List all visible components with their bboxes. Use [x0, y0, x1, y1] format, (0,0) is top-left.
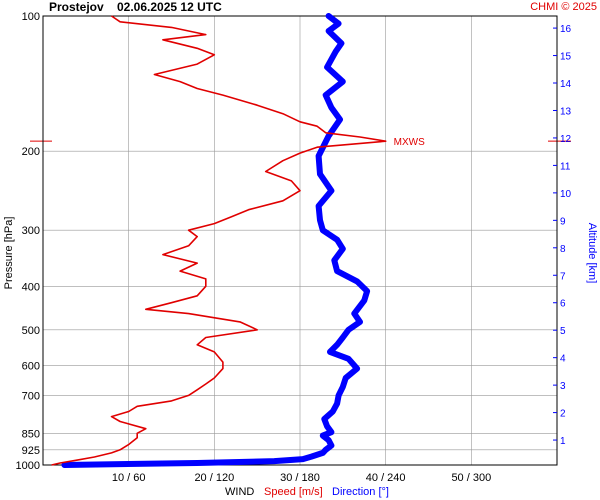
x-tick-label: 10 / 60 [112, 472, 146, 484]
x-tick-label: 40 / 240 [366, 472, 406, 484]
grid-layer [30, 16, 571, 465]
pressure-tick-label: 850 [22, 428, 40, 440]
pressure-tick-label: 925 [22, 445, 40, 457]
altitude-tick-label: 2 [560, 409, 566, 420]
altitude-tick-label: 9 [560, 216, 566, 227]
altitude-tick-label: 4 [560, 354, 566, 365]
altitude-tick-label: 3 [560, 381, 566, 392]
series-layer: MXWS [51, 13, 425, 468]
pressure-tick-label: 500 [22, 325, 40, 337]
speed-series-line [51, 15, 387, 466]
altitude-tick-label: 7 [560, 271, 566, 282]
station-name: Prostejov [49, 0, 104, 14]
plot-frame [42, 15, 558, 466]
bottom-axis-direction-label: Direction [°] [332, 486, 389, 498]
altitude-tick-label: 6 [560, 299, 566, 310]
x-tick-label: 20 / 120 [194, 472, 234, 484]
altitude-tick-label: 10 [560, 189, 572, 200]
ticks-layer: 10 / 60 20 / 120 30 / 180 40 / 240 50 / 300 1… [16, 11, 572, 484]
altitude-tick-label: 12 [560, 134, 572, 145]
pressure-tick-label: 1000 [16, 460, 40, 472]
altitude-tick-label: 5 [560, 326, 566, 337]
copyright-label: CHMI © 2025 [530, 1, 597, 13]
pressure-tick-label: 700 [22, 390, 40, 402]
observation-datetime: 02.06.2025 12 UTC [117, 0, 222, 14]
altitude-tick-label: 14 [560, 79, 572, 90]
max-wind-annotation: MXWS [394, 137, 425, 148]
direction-series-line [61, 13, 371, 468]
right-axis-title: Altitude [km] [586, 223, 598, 284]
bottom-axis-prefix: WIND [225, 486, 254, 498]
left-axis-title: Pressure [hPa] [3, 217, 15, 290]
altitude-tick-label: 13 [560, 106, 572, 117]
altitude-tick-label: 11 [560, 161, 571, 172]
pressure-tick-label: 600 [22, 360, 40, 372]
altitude-tick-label: 1 [560, 436, 566, 447]
altitude-tick-label: 8 [560, 244, 566, 255]
pressure-tick-label: 400 [22, 281, 40, 293]
x-tick-label: 30 / 180 [280, 472, 320, 484]
x-tick-label: 50 / 300 [451, 472, 491, 484]
pressure-tick-label: 100 [22, 11, 40, 23]
pressure-tick-label: 300 [22, 225, 40, 237]
altitude-tick-label: 16 [560, 24, 572, 35]
bottom-axis-speed-label: Speed [m/s] [264, 486, 323, 498]
pressure-tick-label: 200 [22, 146, 40, 158]
altitude-tick-label: 15 [560, 52, 572, 63]
